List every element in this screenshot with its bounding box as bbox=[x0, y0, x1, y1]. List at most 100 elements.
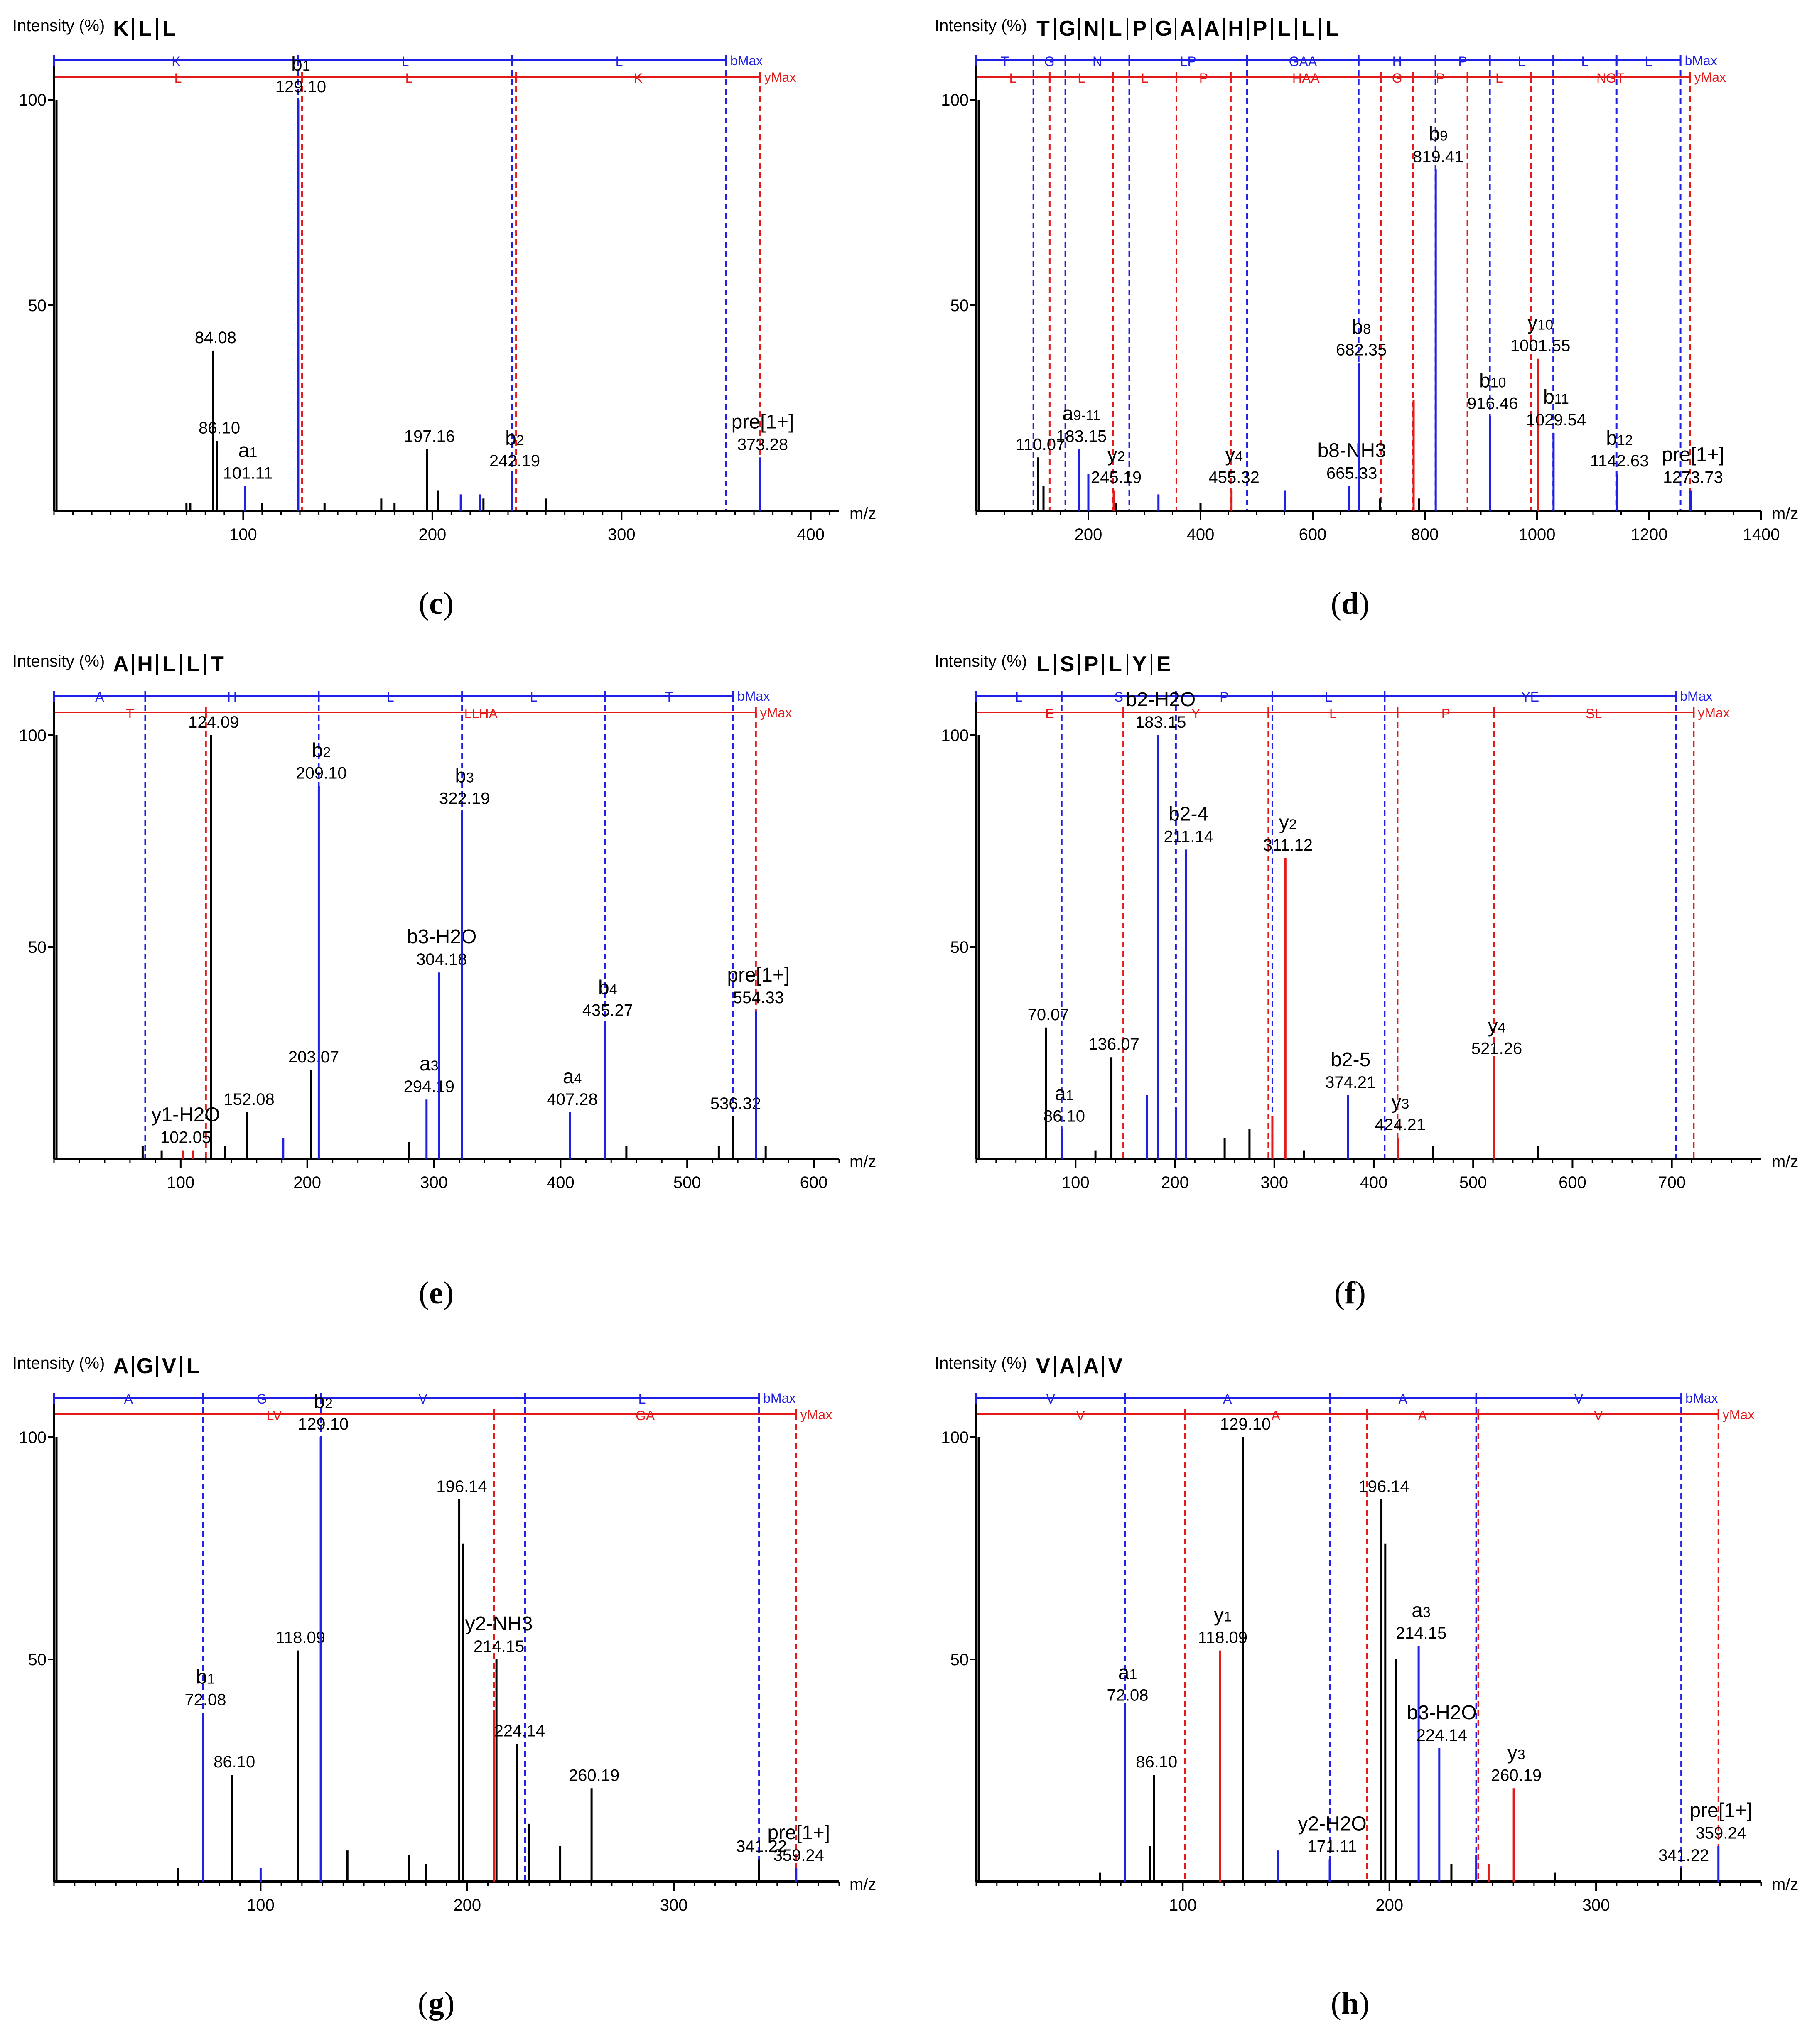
x-tick-label: 500 bbox=[673, 1173, 701, 1192]
sequence-residue: H bbox=[137, 652, 153, 676]
peak-ion-subscript: 9-11 bbox=[1073, 408, 1101, 424]
peak-ion-subscript: 2 bbox=[323, 744, 331, 760]
sequence-residue: A bbox=[113, 1354, 129, 1378]
peak-mz-label: 118.09 bbox=[276, 1629, 325, 1647]
peak-mz-label: 129.10 bbox=[298, 1415, 349, 1433]
b-ladder-residue: H bbox=[1392, 54, 1402, 69]
sequence-residue: L bbox=[1301, 17, 1315, 41]
peak-ion-label: pre[1+] bbox=[767, 1822, 830, 1844]
peak-ion-label: y3 bbox=[1391, 1091, 1409, 1113]
peak-mz-label: 102.05 bbox=[160, 1129, 211, 1147]
b-ladder-residue: L bbox=[1518, 54, 1525, 69]
peak-mz-label: 86.10 bbox=[214, 1753, 255, 1771]
peak-ion-subscript: 2 bbox=[1117, 449, 1125, 465]
peak-ion-subscript: 4 bbox=[609, 982, 617, 998]
peak-mz-label: 86.10 bbox=[1136, 1753, 1177, 1771]
y-ladder-residue: L bbox=[405, 71, 413, 86]
x-tick-label: 200 bbox=[293, 1173, 321, 1192]
b-ladder-residue: S bbox=[1115, 690, 1123, 704]
y-ladder-residue: P bbox=[1199, 71, 1208, 86]
sequence-residue: A bbox=[1059, 1354, 1075, 1378]
peak-mz-label: 101.11 bbox=[223, 464, 273, 483]
peak-mz-label: 374.21 bbox=[1325, 1073, 1376, 1092]
y-ladder-residue: L bbox=[1329, 706, 1337, 721]
peak-ion-label: y10 bbox=[1527, 312, 1553, 334]
sequence-residue: A bbox=[1083, 1354, 1099, 1378]
x-tick-label: 400 bbox=[547, 1173, 575, 1192]
peak-ion-label: y1 bbox=[1214, 1604, 1232, 1626]
x-tick-label: 100 bbox=[229, 525, 257, 544]
y-tick-label: 50 bbox=[28, 938, 47, 957]
peak-mz-label: 124.09 bbox=[188, 713, 239, 731]
caption-e: (e) bbox=[418, 1276, 454, 1310]
y-ladder-residue: LLHA bbox=[464, 706, 498, 721]
peak-mz-label: 72.08 bbox=[1107, 1686, 1148, 1705]
b-ladder-residue: P bbox=[1458, 54, 1467, 69]
peak-mz-label: 916.46 bbox=[1467, 394, 1518, 412]
x-tick-label: 400 bbox=[1187, 525, 1215, 544]
peak-ion-label: a1 bbox=[238, 440, 258, 462]
peak-mz-label: 72.08 bbox=[184, 1691, 226, 1709]
sequence-residue: V bbox=[162, 1354, 177, 1378]
peak-mz-label: 214.15 bbox=[474, 1637, 524, 1656]
b-ladder-residue: YE bbox=[1521, 690, 1539, 704]
b-max-label: bMax bbox=[1680, 689, 1712, 704]
y-ladder-residue: V bbox=[1076, 1408, 1085, 1423]
intensity-label: Intensity (%) bbox=[12, 1354, 105, 1372]
peak-ion-subscript: 11 bbox=[1554, 391, 1569, 407]
peak-ion-label: b1 bbox=[291, 53, 310, 75]
peak-mz-label: 1001.55 bbox=[1510, 337, 1571, 355]
peak-ion-label: b1 bbox=[196, 1666, 215, 1688]
y-ladder-residue: V bbox=[1594, 1408, 1603, 1423]
b-max-label: bMax bbox=[1685, 1391, 1718, 1406]
peak-ion-subscript: 3 bbox=[466, 770, 474, 786]
y-tick-label: 50 bbox=[950, 297, 969, 315]
peak-ion-subscript: 3 bbox=[1401, 1096, 1409, 1112]
x-tick-label: 700 bbox=[1658, 1173, 1686, 1192]
b-ladder-residue: K bbox=[172, 54, 180, 69]
peak-ion-label: b4 bbox=[598, 977, 617, 999]
sequence-residue: S bbox=[1060, 652, 1075, 676]
x-tick-label: 1000 bbox=[1519, 525, 1556, 544]
y-ladder-residue: E bbox=[1045, 706, 1054, 721]
caption-d: (d) bbox=[1331, 586, 1370, 621]
x-tick-label: 100 bbox=[167, 1173, 194, 1192]
peak-mz-label: 373.28 bbox=[737, 435, 788, 454]
peak-ion-label: b10 bbox=[1479, 370, 1506, 392]
y-ladder-residue: L bbox=[1009, 71, 1017, 86]
b-ladder-residue: GAA bbox=[1289, 54, 1317, 69]
b-max-label: bMax bbox=[1685, 53, 1717, 68]
x-tick-label: 400 bbox=[797, 525, 825, 544]
y-tick-label: 100 bbox=[941, 726, 969, 745]
sequence-residue: V bbox=[1108, 1354, 1123, 1378]
peak-ion-label: y2 bbox=[1279, 812, 1297, 834]
b-ladder-residue: L bbox=[638, 1391, 646, 1406]
peak-mz-label: 129.10 bbox=[1220, 1415, 1271, 1433]
x-tick-label: 300 bbox=[1260, 1173, 1288, 1192]
x-axis-label: m/z bbox=[849, 505, 876, 523]
y-ladder-residue: SL bbox=[1586, 706, 1602, 721]
peak-mz-label: 424.21 bbox=[1375, 1116, 1426, 1134]
sequence-residue: L bbox=[1036, 652, 1050, 676]
peak-ion-subscript: 8 bbox=[1363, 321, 1371, 337]
sequence-residue: Y bbox=[1132, 652, 1147, 676]
x-tick-label: 600 bbox=[1559, 1173, 1586, 1192]
peak-ion-label: pre[1+] bbox=[727, 964, 790, 986]
peak-mz-label: 118.09 bbox=[1198, 1629, 1247, 1647]
sequence-residue: P bbox=[1132, 17, 1147, 41]
peak-ion-label: a3 bbox=[1412, 1600, 1431, 1622]
y-ladder-residue: L bbox=[1078, 71, 1085, 86]
b-ladder-residue: L bbox=[402, 54, 409, 69]
peak-ion-label: b2 bbox=[314, 1391, 333, 1413]
y-tick-label: 100 bbox=[941, 91, 969, 109]
b-ladder-residue: V bbox=[418, 1391, 427, 1406]
peak-mz-label: 665.33 bbox=[1326, 464, 1377, 483]
intensity-label: Intensity (%) bbox=[935, 1354, 1027, 1372]
b-ladder-residue: H bbox=[227, 690, 237, 704]
peak-ion-label: a4 bbox=[563, 1066, 582, 1088]
peak-ion-label: b3-H2O bbox=[407, 926, 476, 948]
